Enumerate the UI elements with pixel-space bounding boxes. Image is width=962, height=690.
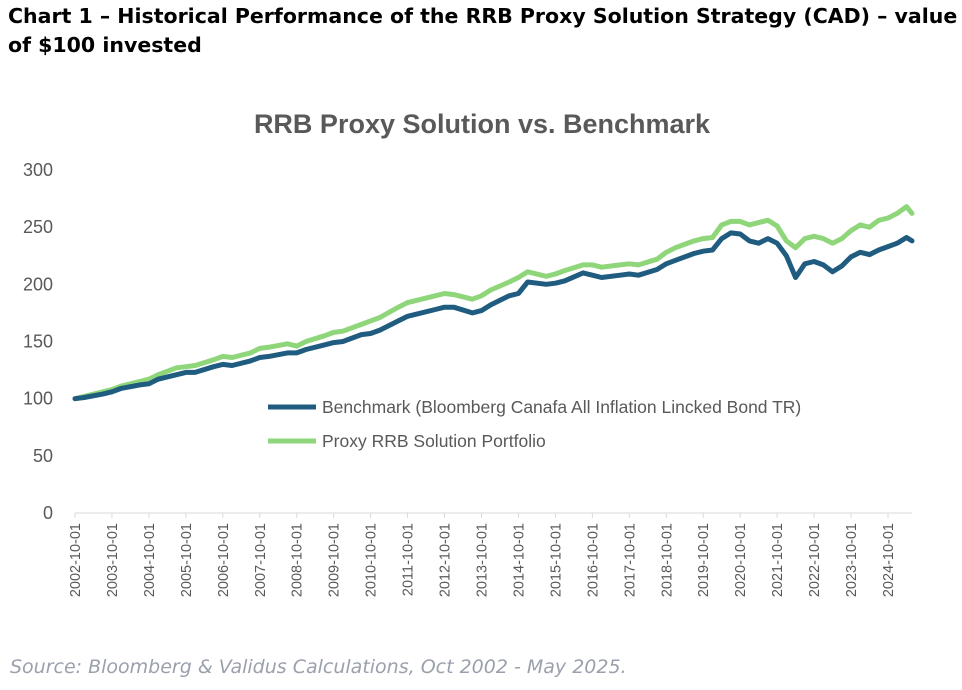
x-tick-label: 2008-10-01 [290,523,306,597]
x-tick-label: 2010-10-01 [364,523,380,597]
y-tick-label: 300 [23,160,53,180]
x-tick-label: 2014-10-01 [511,523,527,597]
x-tick-label: 2007-10-01 [253,523,269,597]
source-note: Source: Bloomberg & Validus Calculations… [10,656,627,678]
y-axis: 0 50 100 150 200 250 300 [23,160,53,523]
x-tick-label: 2016-10-01 [585,523,601,597]
legend-label-benchmark: Benchmark (Bloomberg Canafa All Inflatio… [322,397,801,417]
y-tick-label: 150 [23,332,53,352]
x-tick-label: 2002-10-01 [68,523,84,597]
series-line-benchmark [72,230,915,402]
y-tick-label: 0 [43,503,53,523]
y-tick-label: 200 [23,274,53,294]
x-tick-label: 2017-10-01 [622,523,638,597]
legend-label-proxy: Proxy RRB Solution Portfolio [322,431,546,451]
chart-title: RRB Proxy Solution vs. Benchmark [254,109,711,139]
x-tick-label: 2005-10-01 [179,523,195,597]
x-tick-label: 2020-10-01 [733,523,749,597]
x-tick-label: 2003-10-01 [105,523,121,597]
x-tick-label: 2013-10-01 [474,523,490,597]
x-tick-label: 2018-10-01 [659,523,675,597]
x-tick-label: 2012-10-01 [438,523,454,597]
x-tick-label: 2023-10-01 [844,523,860,597]
page-heading: Chart 1 – Historical Performance of the … [8,4,958,57]
x-tick-label: 2006-10-01 [216,523,232,597]
y-tick-label: 250 [23,217,53,237]
x-tick-label: 2024-10-01 [881,523,897,597]
series-line-proxy [72,204,915,402]
x-tick-label: 2009-10-01 [327,523,343,597]
x-tick-label: 2004-10-01 [142,523,158,597]
y-tick-label: 100 [23,389,53,409]
x-tick-label: 2021-10-01 [770,523,786,597]
x-tick-label: 2011-10-01 [401,523,417,596]
series-lines [72,204,915,402]
legend: Benchmark (Bloomberg Canafa All Inflatio… [268,397,801,451]
x-tick-label: 2022-10-01 [807,523,823,597]
x-tick-label: 2015-10-01 [548,523,564,597]
y-tick-label: 50 [33,446,53,466]
x-tick-label: 2019-10-01 [696,523,712,597]
x-axis: 2002-10-01 2003-10-01 2004-10-01 2005-10-01… [68,513,897,597]
